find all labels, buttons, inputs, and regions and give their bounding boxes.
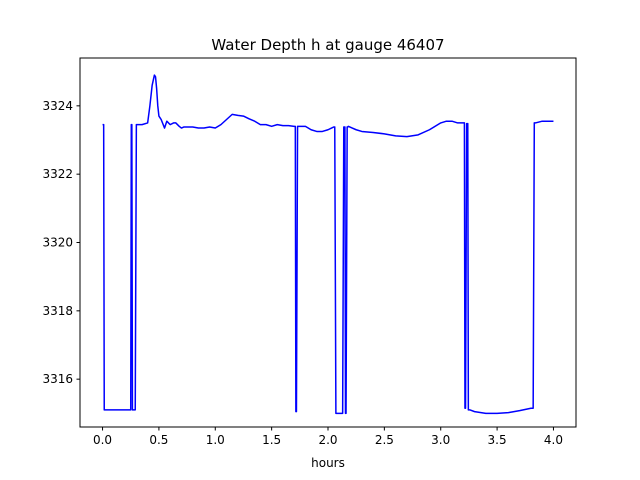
x-tick-label: 1.0 xyxy=(206,433,225,447)
x-tick-label: 2.5 xyxy=(375,433,394,447)
x-axis: 0.0 0.5 1.0 1.5 2.0 2.5 3.0 3.5 4.0 xyxy=(93,427,563,447)
x-tick-label: 0.5 xyxy=(149,433,168,447)
x-tick-label: 2.0 xyxy=(318,433,337,447)
x-tick-label: 1.5 xyxy=(262,433,281,447)
y-tick-label: 3320 xyxy=(42,236,73,250)
x-tick-label: 0.0 xyxy=(93,433,112,447)
chart-title: Water Depth h at gauge 46407 xyxy=(211,36,444,54)
y-tick-label: 3318 xyxy=(42,304,73,318)
y-tick-label: 3316 xyxy=(42,372,73,386)
y-tick-label: 3322 xyxy=(42,167,73,181)
x-tick-label: 3.5 xyxy=(488,433,507,447)
x-tick-label: 4.0 xyxy=(544,433,563,447)
x-axis-label: hours xyxy=(311,456,345,470)
series-line-0 xyxy=(102,74,554,415)
x-tick-label: 3.0 xyxy=(431,433,450,447)
y-tick-label: 3324 xyxy=(42,99,73,113)
y-axis: 3316 3318 3320 3322 3324 xyxy=(42,99,80,386)
